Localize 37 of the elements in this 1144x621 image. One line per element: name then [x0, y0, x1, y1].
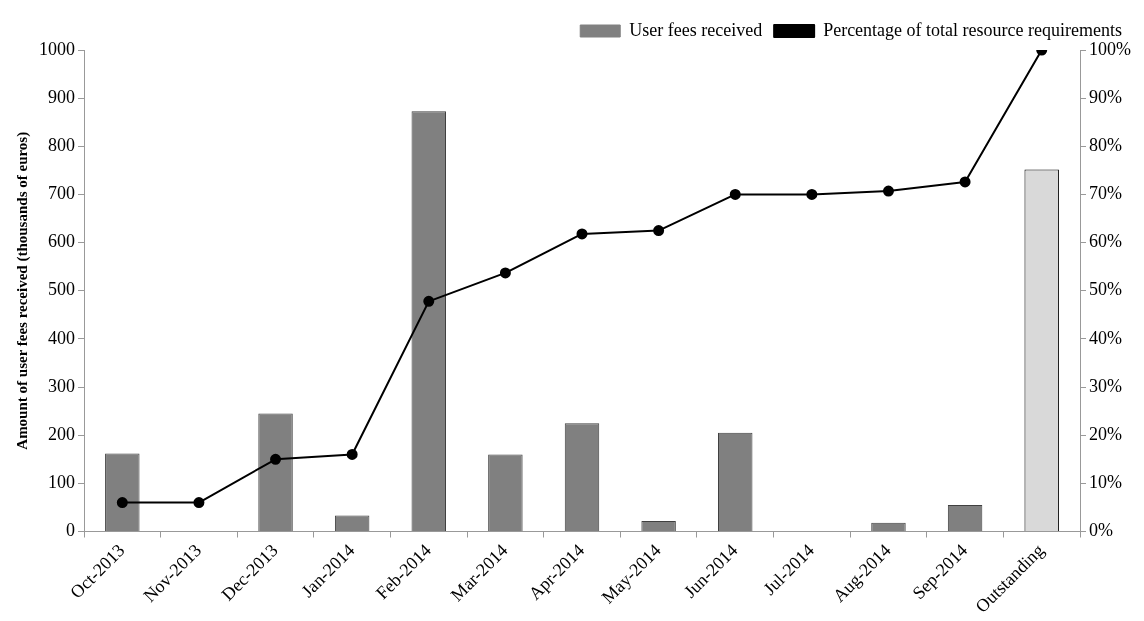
- y2-tick-label: 50%: [1089, 279, 1123, 300]
- point: [499, 267, 511, 279]
- y-tick-label: 500: [48, 279, 75, 300]
- point: [193, 497, 205, 509]
- y2-tick-label: 0%: [1089, 520, 1114, 541]
- point: [653, 225, 665, 237]
- y2-tick-label: 60%: [1089, 231, 1123, 252]
- legend-label: Percentage of total resource requirements: [823, 19, 1123, 40]
- y2-tick-label: 30%: [1089, 375, 1123, 396]
- y2-tick-label: 70%: [1089, 183, 1123, 204]
- y-tick-label: 600: [48, 231, 75, 252]
- y2-tick-label: 100%: [1089, 38, 1132, 59]
- legend-label: User fees received: [629, 19, 763, 40]
- y2-tick-label: 40%: [1089, 327, 1123, 348]
- point: [882, 185, 894, 197]
- point: [806, 188, 818, 200]
- point: [270, 453, 282, 465]
- y-axis-title: Amount of user fees received (thousands of euros): [13, 131, 31, 450]
- y-tick-label: 200: [48, 423, 75, 444]
- point: [346, 448, 358, 460]
- point: [576, 228, 588, 240]
- y-tick-label: 700: [48, 183, 75, 204]
- y-tick-label: 800: [48, 135, 75, 156]
- y-tick-label: 100: [48, 472, 75, 493]
- y-tick-label: 900: [48, 86, 75, 107]
- y-tick-label: 400: [48, 327, 75, 348]
- y-tick-label: 1000: [39, 38, 75, 59]
- point: [423, 295, 435, 307]
- point: [959, 176, 971, 188]
- y-tick-label: 300: [48, 375, 75, 396]
- point: [116, 497, 128, 509]
- point: [729, 188, 741, 200]
- y2-tick-label: 10%: [1089, 472, 1123, 493]
- y-tick-label: 0: [66, 520, 75, 541]
- y2-tick-label: 20%: [1089, 423, 1123, 444]
- y2-tick-label: 90%: [1089, 86, 1123, 107]
- y2-tick-label: 80%: [1089, 135, 1123, 156]
